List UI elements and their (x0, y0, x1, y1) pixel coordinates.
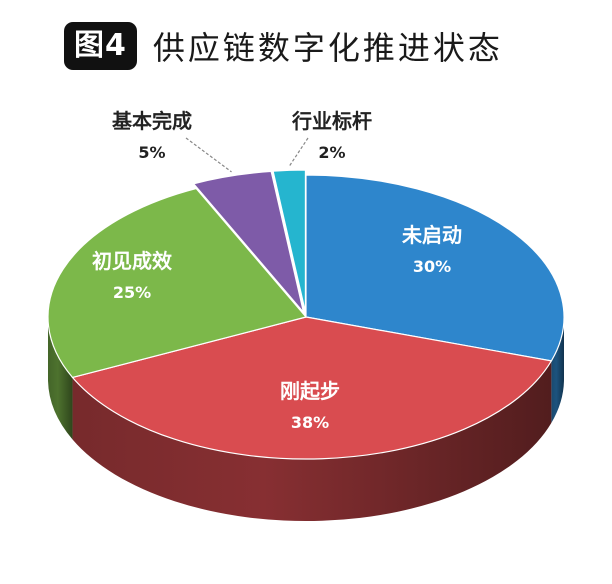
figure-header: 图4 供应链数字化推进状态 (64, 20, 503, 72)
pie-slice-side (72, 360, 552, 521)
slice-label: 刚起步 (280, 379, 340, 403)
leader-line (185, 137, 232, 173)
figure-number-badge: 图4 (64, 22, 137, 70)
slice-labels: 未启动 30% 刚起步 38% 初见成效 25% 基本完成 5% 行业标杆 2% (92, 109, 462, 432)
leader-lines (185, 137, 309, 173)
pie-slice (272, 169, 307, 313)
slice-value-label: 30% (413, 257, 451, 276)
pie-slice-side (48, 317, 73, 440)
pie-slice (192, 170, 305, 313)
pie-sides (48, 317, 564, 521)
slice-label: 行业标杆 (291, 109, 372, 133)
slice-label: 基本完成 (112, 109, 192, 133)
chart-title: 供应链数字化推进状态 (152, 29, 503, 67)
slice-label: 初见成效 (92, 249, 172, 273)
pie-slice-side (551, 317, 564, 423)
slice-value-label: 5% (138, 143, 165, 162)
slice-value-label: 2% (318, 143, 345, 162)
pie-slice (305, 174, 565, 362)
pie-tops (47, 169, 565, 460)
slice-value-label: 38% (291, 413, 329, 432)
slice-label: 未启动 (402, 223, 462, 247)
leader-line (288, 137, 309, 167)
pie-slice (47, 187, 308, 379)
pie-slice (71, 316, 553, 460)
slice-value-label: 25% (113, 283, 151, 302)
